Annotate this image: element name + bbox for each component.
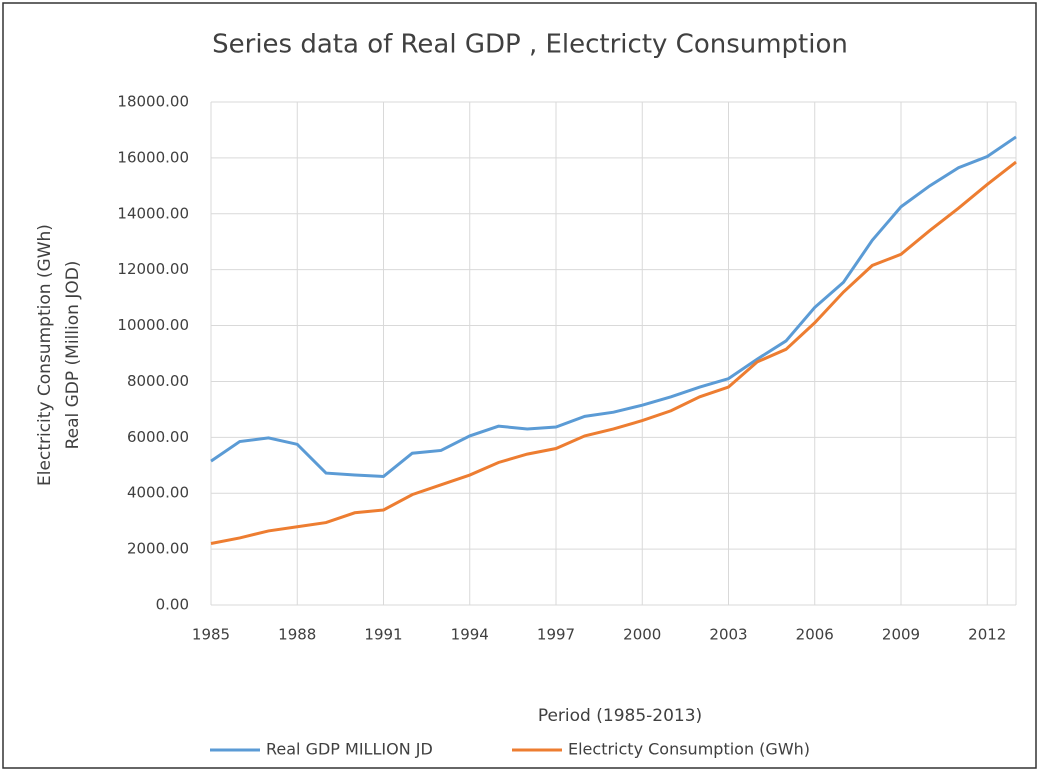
- y-axis-label: Real GDP (Million JOD): [63, 261, 83, 450]
- y-tick-label: 0.00: [156, 596, 189, 614]
- legend-label: Electricty Consumption (GWh): [568, 740, 810, 759]
- y-tick-label: 14000.00: [117, 204, 189, 222]
- x-tick-label: 1985: [192, 626, 230, 644]
- y-tick-label: 12000.00: [117, 260, 189, 278]
- x-tick-label: 1991: [364, 626, 402, 644]
- x-tick-label: 2012: [968, 626, 1006, 644]
- series-line: [210, 160, 1017, 545]
- x-tick-label: 1997: [537, 626, 575, 644]
- x-tick-label: 1988: [278, 626, 316, 644]
- y-tick-label: 16000.00: [117, 148, 189, 166]
- x-tick-label: 2006: [796, 626, 834, 644]
- y-tick-label: 18000.00: [117, 93, 189, 111]
- y-tick-label: 10000.00: [117, 316, 189, 334]
- series-line: [210, 135, 1017, 478]
- x-tick-label: 2003: [709, 626, 747, 644]
- y-tick-label: 6000.00: [127, 428, 189, 446]
- y-tick-label: 8000.00: [127, 372, 189, 390]
- y-tick-label: 4000.00: [127, 484, 189, 502]
- legend-label: Real GDP MILLION JD: [266, 740, 433, 759]
- x-tick-label: 2009: [882, 626, 920, 644]
- y-axis-label: Electricity Consumption (GWh): [35, 224, 55, 486]
- x-axis-label: Period (1985-2013): [538, 706, 702, 726]
- y-tick-label: 2000.00: [127, 540, 189, 558]
- x-tick-label: 2000: [623, 626, 661, 644]
- chart-title: Series data of Real GDP , Electricty Con…: [212, 30, 848, 60]
- x-tick-label: 1994: [451, 626, 489, 644]
